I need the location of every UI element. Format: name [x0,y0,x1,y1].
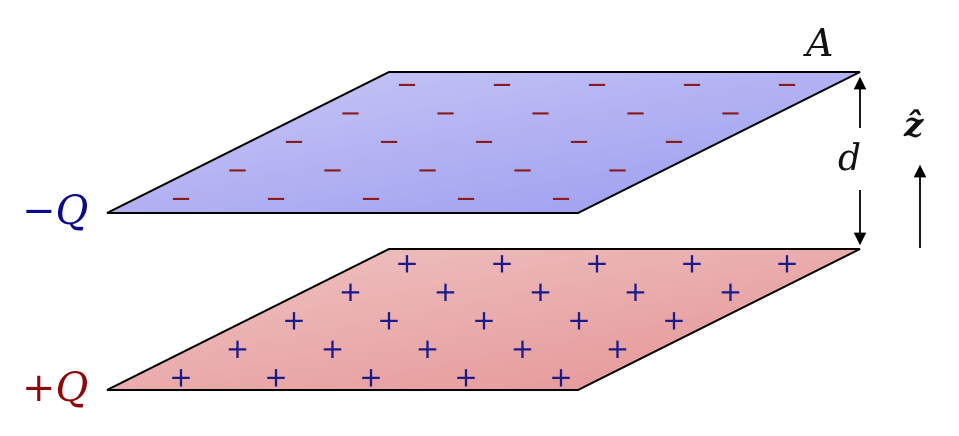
negative-charge-mark: − [550,184,572,214]
negative-charge-mark: − [340,99,362,129]
positive-charge-label: +Q [22,365,89,411]
positive-charge-mark: + [624,275,647,308]
negative-charge-mark: − [568,127,590,157]
negative-charge-mark: − [360,184,382,214]
bottom-plate-charges: + + + + + + + + + + + + + + + + + + + + + + + + + [169,247,798,394]
negative-charge-mark: − [396,70,418,100]
positive-charge-mark: + [339,275,362,308]
area-label: A [806,21,834,65]
positive-charge-mark: + [529,275,552,308]
bottom-plate [106,248,861,391]
negative-charge-mark: − [283,127,305,157]
negative-charge-mark: − [378,127,400,157]
positive-charge-mark: + [434,275,457,308]
positive-charge-mark: + [395,247,418,280]
positive-charge-mark: + [377,304,400,337]
positive-charge-mark: + [169,361,192,394]
negative-charge-mark: − [435,99,457,129]
top-plate-charges: − − − − −− − − − −− − − − −− − − − −− − − − − [170,70,798,214]
negative-charge-mark: − [170,184,192,214]
positive-charge-mark: + [226,332,249,365]
separation-label: d [838,138,862,179]
z-hat-label: ẑ [904,105,924,145]
positive-charge-mark: + [472,304,495,337]
positive-charge-mark: + [662,304,685,337]
top-plate [106,71,861,214]
negative-charge-label: −Q [22,188,89,234]
positive-charge-mark: + [775,247,798,280]
positive-charge-mark: + [359,361,382,394]
negative-charge-mark: − [417,156,439,186]
negative-charge-mark: − [607,156,629,186]
positive-charge-mark: + [490,247,513,280]
negative-charge-mark: − [586,70,608,100]
negative-charge-mark: − [227,156,249,186]
positive-charge-mark: + [454,361,477,394]
negative-charge-mark: − [473,127,495,157]
negative-charge-mark: − [663,127,685,157]
negative-charge-mark: − [720,99,742,129]
negative-charge-mark: − [530,99,552,129]
negative-charge-mark: − [455,184,477,214]
positive-charge-mark: + [567,304,590,337]
negative-charge-mark: − [681,70,703,100]
positive-charge-mark: + [549,361,572,394]
negative-charge-mark: − [512,156,534,186]
positive-charge-mark: + [511,332,534,365]
negative-charge-mark: − [776,70,798,100]
positive-charge-mark: + [719,275,742,308]
positive-charge-mark: + [264,361,287,394]
negative-charge-mark: − [265,184,287,214]
positive-charge-mark: + [416,332,439,365]
positive-charge-mark: + [606,332,629,365]
positive-charge-mark: + [282,304,305,337]
positive-charge-mark: + [680,247,703,280]
negative-charge-mark: − [322,156,344,186]
positive-charge-mark: + [321,332,344,365]
positive-charge-mark: + [585,247,608,280]
negative-charge-mark: − [625,99,647,129]
negative-charge-mark: − [491,70,513,100]
